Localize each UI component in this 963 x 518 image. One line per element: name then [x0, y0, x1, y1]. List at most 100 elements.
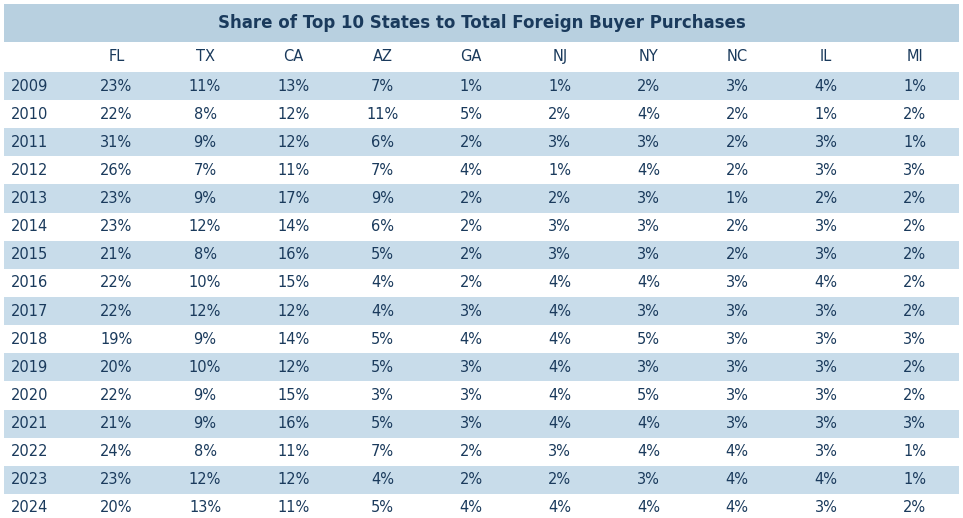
Text: 9%: 9%: [194, 388, 217, 403]
Text: MI: MI: [906, 50, 923, 65]
Text: 22%: 22%: [100, 107, 133, 122]
Text: 2%: 2%: [903, 276, 926, 291]
Text: 4%: 4%: [371, 304, 394, 319]
Text: 2%: 2%: [459, 191, 482, 206]
Text: 7%: 7%: [371, 163, 394, 178]
Text: 15%: 15%: [277, 276, 310, 291]
Text: 3%: 3%: [638, 360, 660, 375]
Text: 3%: 3%: [815, 332, 838, 347]
Text: 4%: 4%: [371, 276, 394, 291]
Text: Share of Top 10 States to Total Foreign Buyer Purchases: Share of Top 10 States to Total Foreign …: [218, 14, 745, 32]
Text: 12%: 12%: [277, 472, 310, 487]
FancyBboxPatch shape: [4, 42, 959, 72]
Text: 4%: 4%: [548, 360, 571, 375]
Text: 3%: 3%: [815, 360, 838, 375]
Text: 9%: 9%: [194, 416, 217, 431]
Text: 2%: 2%: [726, 135, 749, 150]
Text: 23%: 23%: [100, 472, 133, 487]
Text: 1%: 1%: [903, 472, 926, 487]
Text: 4%: 4%: [638, 500, 660, 515]
Text: 4%: 4%: [548, 276, 571, 291]
Text: 4%: 4%: [548, 332, 571, 347]
Text: 3%: 3%: [459, 388, 482, 403]
Text: 17%: 17%: [277, 191, 310, 206]
Text: 2015: 2015: [11, 247, 48, 262]
Text: 12%: 12%: [189, 304, 221, 319]
Text: 4%: 4%: [459, 500, 482, 515]
Text: 2024: 2024: [11, 500, 48, 515]
Text: 3%: 3%: [726, 304, 748, 319]
Text: 22%: 22%: [100, 276, 133, 291]
FancyBboxPatch shape: [4, 72, 959, 100]
Text: 4%: 4%: [638, 163, 660, 178]
FancyBboxPatch shape: [4, 325, 959, 353]
Text: 3%: 3%: [638, 304, 660, 319]
FancyBboxPatch shape: [4, 269, 959, 297]
FancyBboxPatch shape: [4, 4, 959, 42]
Text: 2%: 2%: [903, 304, 926, 319]
Text: 2019: 2019: [11, 360, 48, 375]
Text: 8%: 8%: [194, 444, 217, 459]
Text: 3%: 3%: [815, 219, 838, 234]
Text: 20%: 20%: [100, 500, 133, 515]
Text: 4%: 4%: [815, 79, 838, 94]
Text: IL: IL: [820, 50, 832, 65]
FancyBboxPatch shape: [4, 128, 959, 156]
Text: 2%: 2%: [637, 79, 660, 94]
Text: 11%: 11%: [366, 107, 399, 122]
Text: 2012: 2012: [11, 163, 48, 178]
Text: 3%: 3%: [815, 304, 838, 319]
Text: 21%: 21%: [100, 416, 133, 431]
Text: NJ: NJ: [552, 50, 567, 65]
Text: 5%: 5%: [371, 500, 394, 515]
Text: 2%: 2%: [726, 163, 749, 178]
Text: 12%: 12%: [277, 304, 310, 319]
Text: AZ: AZ: [373, 50, 393, 65]
Text: 4%: 4%: [371, 472, 394, 487]
FancyBboxPatch shape: [4, 353, 959, 381]
Text: 13%: 13%: [277, 79, 310, 94]
Text: 5%: 5%: [638, 388, 660, 403]
Text: 8%: 8%: [194, 107, 217, 122]
Text: 8%: 8%: [194, 247, 217, 262]
FancyBboxPatch shape: [4, 297, 959, 325]
Text: 11%: 11%: [277, 444, 310, 459]
Text: 2%: 2%: [459, 472, 482, 487]
Text: 2%: 2%: [459, 444, 482, 459]
Text: 5%: 5%: [371, 416, 394, 431]
Text: 2014: 2014: [11, 219, 48, 234]
FancyBboxPatch shape: [4, 241, 959, 269]
Text: 2%: 2%: [459, 135, 482, 150]
Text: 1%: 1%: [548, 163, 571, 178]
Text: 20%: 20%: [100, 360, 133, 375]
Text: 2%: 2%: [903, 360, 926, 375]
Text: 3%: 3%: [638, 191, 660, 206]
Text: 23%: 23%: [100, 79, 133, 94]
Text: 2021: 2021: [11, 416, 48, 431]
Text: TX: TX: [195, 50, 215, 65]
Text: 4%: 4%: [638, 444, 660, 459]
Text: 4%: 4%: [815, 472, 838, 487]
FancyBboxPatch shape: [4, 381, 959, 410]
Text: 12%: 12%: [277, 107, 310, 122]
Text: 1%: 1%: [459, 79, 482, 94]
FancyBboxPatch shape: [4, 212, 959, 241]
Text: 3%: 3%: [815, 500, 838, 515]
Text: 1%: 1%: [726, 191, 749, 206]
Text: 3%: 3%: [548, 247, 571, 262]
Text: 1%: 1%: [548, 79, 571, 94]
Text: 21%: 21%: [100, 247, 133, 262]
Text: 3%: 3%: [459, 304, 482, 319]
Text: 2%: 2%: [903, 219, 926, 234]
Text: 1%: 1%: [903, 79, 926, 94]
Text: 11%: 11%: [277, 163, 310, 178]
Text: 13%: 13%: [189, 500, 221, 515]
Text: CA: CA: [284, 50, 304, 65]
FancyBboxPatch shape: [4, 156, 959, 184]
Text: 3%: 3%: [638, 472, 660, 487]
Text: 2017: 2017: [11, 304, 48, 319]
Text: 3%: 3%: [638, 219, 660, 234]
Text: 23%: 23%: [100, 191, 133, 206]
Text: 3%: 3%: [726, 388, 748, 403]
Text: 12%: 12%: [277, 135, 310, 150]
